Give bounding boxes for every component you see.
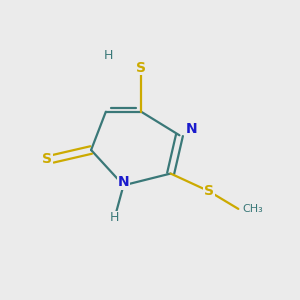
Text: H: H xyxy=(110,211,119,224)
Text: H: H xyxy=(104,49,113,62)
Text: S: S xyxy=(136,61,146,75)
Text: N: N xyxy=(118,176,129,189)
Text: S: S xyxy=(42,152,52,166)
Text: N: N xyxy=(185,122,197,136)
Text: S: S xyxy=(204,184,214,198)
Text: CH₃: CH₃ xyxy=(243,204,263,214)
